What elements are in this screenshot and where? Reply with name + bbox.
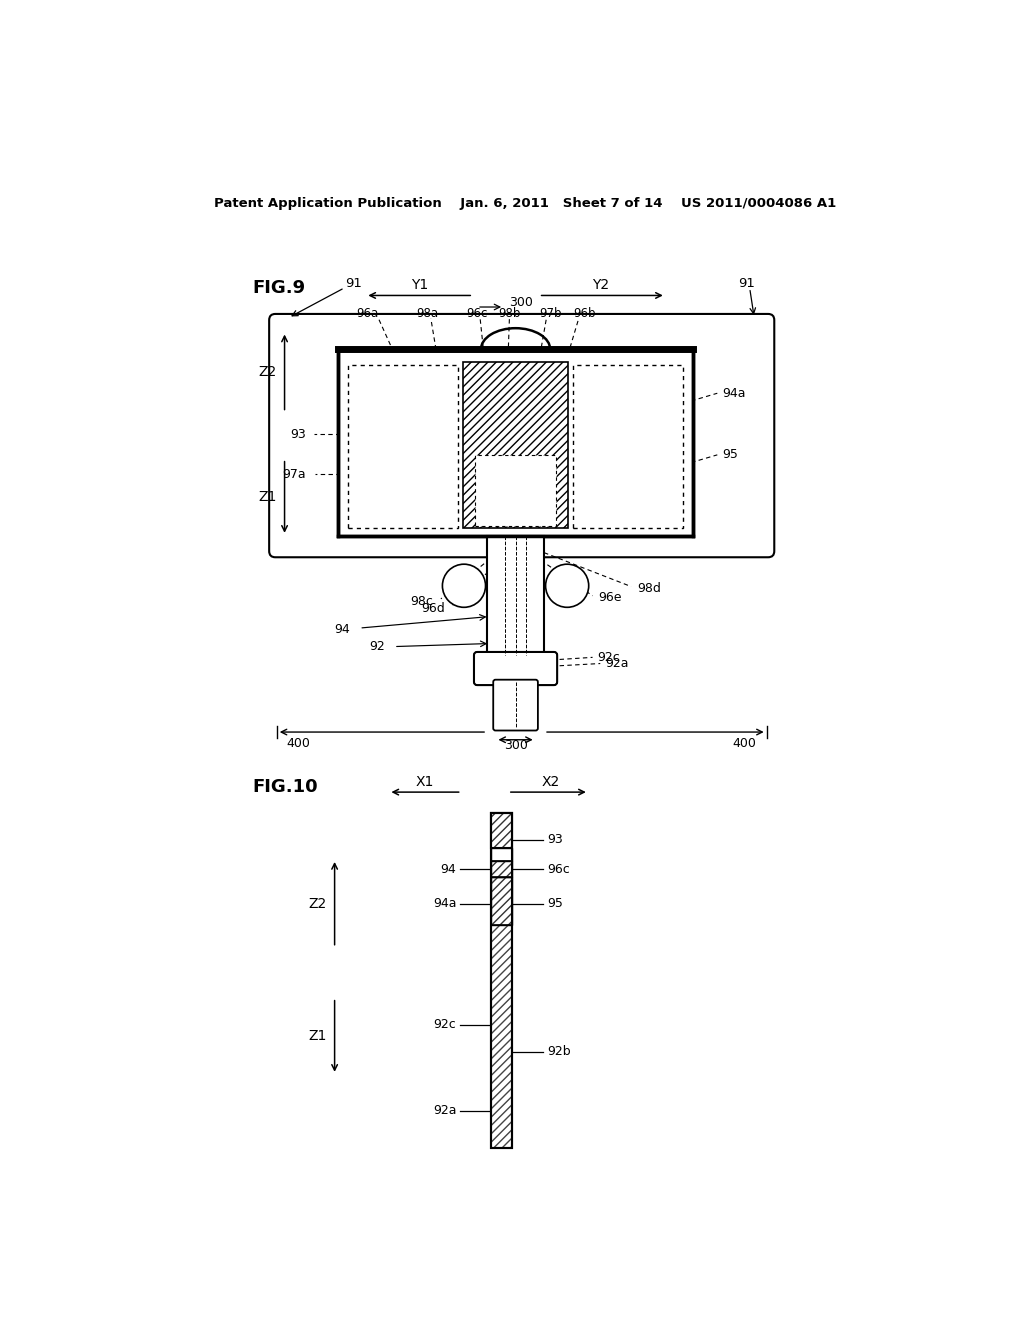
Text: 400: 400	[287, 737, 310, 750]
Text: Patent Application Publication    Jan. 6, 2011   Sheet 7 of 14    US 2011/000408: Patent Application Publication Jan. 6, 2…	[214, 197, 836, 210]
Bar	[475, 455, 556, 527]
Text: 95: 95	[547, 898, 563, 911]
Bar	[487, 536, 544, 655]
Text: Z1: Z1	[308, 1030, 327, 1043]
Text: 94a: 94a	[433, 898, 457, 911]
Text: 92a: 92a	[605, 657, 629, 671]
Text: 92b: 92b	[547, 1045, 570, 1059]
FancyBboxPatch shape	[494, 680, 538, 730]
Text: Y1: Y1	[411, 279, 428, 293]
Text: 96a: 96a	[356, 308, 379, 321]
Bar	[490, 876, 512, 924]
Text: 95: 95	[722, 449, 738, 462]
Text: Z1: Z1	[258, 490, 276, 504]
Text: 91: 91	[738, 277, 755, 289]
Text: 94a: 94a	[722, 387, 745, 400]
Bar	[490, 862, 512, 876]
Text: 97b: 97b	[539, 308, 561, 321]
Text: 94: 94	[334, 623, 350, 636]
Text: Z2: Z2	[308, 896, 327, 911]
Circle shape	[546, 564, 589, 607]
Text: 97a: 97a	[283, 467, 306, 480]
Text: 93: 93	[291, 428, 306, 441]
Bar	[490, 813, 512, 847]
Text: 92: 92	[369, 640, 385, 653]
Text: 92c: 92c	[597, 651, 620, 664]
Text: 400: 400	[733, 737, 757, 750]
Text: 93: 93	[547, 833, 563, 846]
Text: 96e: 96e	[598, 591, 622, 603]
Text: 94: 94	[440, 862, 457, 875]
Bar	[339, 350, 692, 536]
Bar	[348, 364, 458, 528]
Bar	[490, 862, 512, 876]
Text: X2: X2	[541, 775, 559, 789]
Bar	[490, 813, 512, 1148]
Text: 98d: 98d	[637, 582, 662, 594]
Text: 98b: 98b	[499, 308, 520, 321]
Bar	[490, 813, 512, 847]
Circle shape	[442, 564, 485, 607]
Text: 300: 300	[509, 296, 534, 309]
FancyBboxPatch shape	[474, 652, 557, 685]
Bar	[490, 813, 512, 1148]
Bar	[463, 363, 568, 528]
Bar	[490, 876, 512, 924]
Text: 98c: 98c	[411, 595, 433, 609]
Text: 96d: 96d	[421, 602, 444, 615]
Text: 92c: 92c	[433, 1018, 457, 1031]
FancyBboxPatch shape	[269, 314, 774, 557]
Text: 96c: 96c	[547, 862, 570, 875]
Text: 96b: 96b	[573, 308, 596, 321]
Text: 91: 91	[345, 277, 362, 289]
Text: Z2: Z2	[259, 366, 276, 379]
Text: 300: 300	[504, 739, 527, 751]
Text: 98a: 98a	[416, 308, 438, 321]
Bar	[490, 847, 512, 862]
Text: FIG.9: FIG.9	[252, 279, 305, 297]
Bar	[490, 813, 512, 1148]
Text: X1: X1	[416, 775, 434, 789]
Text: 96c: 96c	[466, 308, 487, 321]
Bar	[573, 364, 683, 528]
Text: Y2: Y2	[592, 279, 609, 293]
Text: FIG.10: FIG.10	[252, 779, 317, 796]
Text: 92a: 92a	[433, 1105, 457, 1118]
